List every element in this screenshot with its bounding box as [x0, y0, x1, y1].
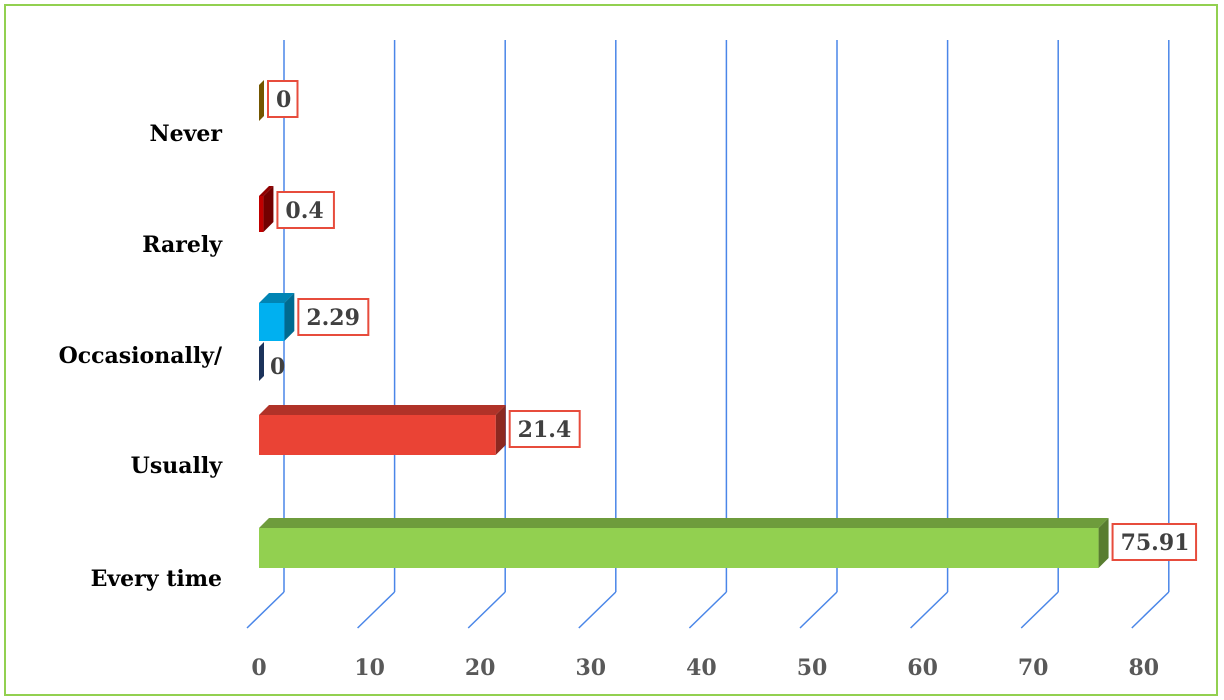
gridline-floor — [357, 591, 396, 629]
bar-top-face — [259, 186, 274, 196]
x-tick-label: 10 — [354, 655, 385, 681]
data-label-box — [267, 80, 299, 118]
gridlines — [246, 40, 1170, 629]
data-label-box — [276, 191, 335, 229]
bar-side-face — [495, 405, 506, 455]
data-label: 2.29 — [306, 305, 360, 331]
x-tick-label: 50 — [797, 655, 828, 681]
bar — [259, 293, 295, 341]
bar — [259, 186, 274, 232]
bar-front-face — [259, 196, 264, 232]
bar-secondary — [259, 342, 264, 381]
bar-front-face — [259, 415, 496, 455]
bar-side-face — [284, 293, 295, 341]
gridline-floor — [688, 591, 727, 629]
gridline-floor — [910, 591, 949, 629]
category-labels: Every time Usually Occasionally/Rarely Neve… — [59, 121, 224, 592]
bar-side-face — [1098, 518, 1109, 568]
data-label-box — [1111, 523, 1198, 561]
x-tick-labels: 0 10 20 30 40 50 60 70 80 — [251, 655, 1159, 681]
x-tick-label: 0 — [251, 655, 266, 681]
x-tick-label: 80 — [1128, 655, 1159, 681]
bar-front-face — [259, 528, 1099, 568]
bar — [259, 80, 264, 121]
gridline-floor — [799, 591, 838, 629]
x-tick-label: 40 — [686, 655, 717, 681]
bar-side-face — [259, 80, 264, 121]
gridline-floor — [578, 591, 617, 629]
bar-side-face — [263, 186, 274, 232]
x-tick-label: 20 — [465, 655, 496, 681]
category-label: Every time — [91, 566, 222, 592]
data-label-box — [297, 298, 370, 336]
data-label: 0 — [276, 87, 291, 113]
bar-front-face — [259, 303, 285, 341]
bar — [259, 405, 506, 455]
gridline-floor — [246, 591, 285, 629]
data-label: 0.4 — [285, 198, 323, 224]
gridline-floor — [1131, 591, 1170, 629]
gridline-floor — [467, 591, 506, 629]
bar-top-face — [259, 518, 1109, 528]
category-label: Usually — [131, 453, 224, 479]
data-label: 75.91 — [1121, 530, 1190, 556]
category-label: Rarely — [142, 232, 223, 258]
x-tick-label: 30 — [575, 655, 606, 681]
category-label: Never — [150, 121, 223, 147]
bars — [259, 80, 1109, 568]
data-label: 21.4 — [518, 417, 572, 443]
bar-top-face — [259, 293, 295, 303]
bar-top-face — [259, 405, 506, 415]
chart-frame — [4, 4, 1218, 696]
bar-side-face — [259, 342, 264, 381]
data-label-box — [508, 410, 581, 448]
x-tick-label: 70 — [1018, 655, 1049, 681]
data-labels: 75.91 21.4 2.29 0 0.4 0 — [267, 80, 1198, 561]
category-label: Occasionally/ — [59, 343, 223, 369]
gridline-floor — [1020, 591, 1059, 629]
bar — [259, 518, 1109, 568]
x-tick-label: 60 — [907, 655, 938, 681]
data-label-secondary: 0 — [270, 354, 285, 380]
